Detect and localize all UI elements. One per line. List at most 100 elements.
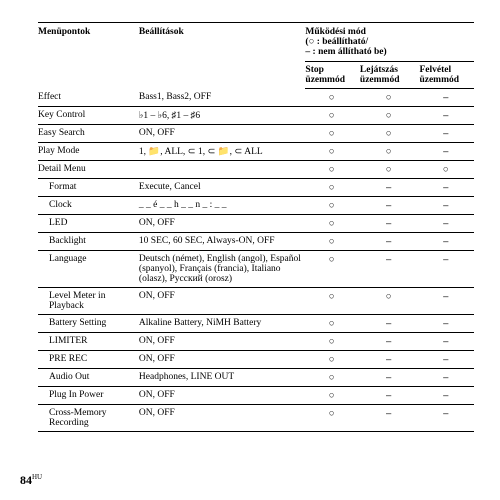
cell-setting: ♭1 – ♭6, ♯1 – ♯6 (139, 107, 306, 125)
cell-rec: – (419, 125, 474, 143)
settings-table: Menüpontok Beállítások Működési mód (○ :… (38, 22, 474, 432)
table-row: Level Meter in PlaybackON, OFF○○– (38, 288, 474, 315)
cell-stop: ○ (305, 143, 359, 161)
cell-rec: – (419, 143, 474, 161)
cell-play: ○ (360, 89, 420, 107)
cell-rec: – (419, 233, 474, 251)
cell-name: Clock (38, 197, 139, 215)
cell-name: Play Mode (38, 143, 139, 161)
table-row: LEDON, OFF○–– (38, 215, 474, 233)
cell-name: Format (38, 179, 139, 197)
header-mode: Működési mód (○ : beállítható/ – : nem á… (305, 23, 474, 62)
cell-setting: Execute, Cancel (139, 179, 306, 197)
cell-name: Detail Menu (38, 161, 139, 179)
header-settings: Beállítások (139, 23, 306, 89)
table-row: Play Mode1, 📁, ALL, ⊂ 1, ⊂ 📁, ⊂ ALL○○– (38, 143, 474, 161)
cell-stop: ○ (305, 315, 359, 333)
cell-stop: ○ (305, 233, 359, 251)
mode-title: Működési mód (305, 27, 365, 37)
cell-stop: ○ (305, 333, 359, 351)
table-row: EffectBass1, Bass2, OFF○○– (38, 89, 474, 107)
cell-rec: – (419, 89, 474, 107)
table-row: PRE RECON, OFF○–– (38, 351, 474, 369)
table-row: Backlight10 SEC, 60 SEC, Always-ON, OFF○… (38, 233, 474, 251)
cell-stop: ○ (305, 161, 359, 179)
cell-stop: ○ (305, 351, 359, 369)
table-row: FormatExecute, Cancel○–– (38, 179, 474, 197)
cell-rec: – (419, 315, 474, 333)
header-stop: Stop üzemmód (305, 62, 359, 89)
cell-stop: ○ (305, 197, 359, 215)
cell-stop: ○ (305, 369, 359, 387)
cell-setting (139, 161, 306, 179)
table-row: Audio OutHeadphones, LINE OUT○–– (38, 369, 474, 387)
cell-stop: ○ (305, 179, 359, 197)
cell-setting: ON, OFF (139, 215, 306, 233)
cell-name: Battery Setting (38, 315, 139, 333)
cell-setting: ON, OFF (139, 351, 306, 369)
cell-play: ○ (360, 288, 420, 315)
cell-rec: – (419, 251, 474, 288)
cell-rec: – (419, 333, 474, 351)
mode-legend2: – : nem állítható be) (305, 47, 386, 57)
cell-name: Audio Out (38, 369, 139, 387)
cell-stop: ○ (305, 288, 359, 315)
table-row: Key Control♭1 – ♭6, ♯1 – ♯6○○– (38, 107, 474, 125)
cell-play: – (360, 215, 420, 233)
cell-setting: 10 SEC, 60 SEC, Always-ON, OFF (139, 233, 306, 251)
cell-setting: ON, OFF (139, 333, 306, 351)
cell-play: – (360, 197, 420, 215)
cell-play: – (360, 251, 420, 288)
cell-stop: ○ (305, 125, 359, 143)
table-row: LanguageDeutsch (német), English (angol)… (38, 251, 474, 288)
cell-name: Effect (38, 89, 139, 107)
header-play: Lejátszás üzemmód (360, 62, 420, 89)
cell-setting: Deutsch (német), English (angol), Españo… (139, 251, 306, 288)
table-row: Battery SettingAlkaline Battery, NiMH Ba… (38, 315, 474, 333)
cell-play: ○ (360, 125, 420, 143)
cell-name: Key Control (38, 107, 139, 125)
cell-play: – (360, 369, 420, 387)
cell-setting: 1, 📁, ALL, ⊂ 1, ⊂ 📁, ⊂ ALL (139, 143, 306, 161)
cell-name: Easy Search (38, 125, 139, 143)
table-row: LIMITERON, OFF○–– (38, 333, 474, 351)
cell-stop: ○ (305, 89, 359, 107)
cell-rec: – (419, 405, 474, 432)
cell-rec: – (419, 197, 474, 215)
cell-name: LIMITER (38, 333, 139, 351)
cell-play: ○ (360, 161, 420, 179)
mode-legend1: (○ : beállítható/ (305, 37, 368, 47)
table-row: Plug In PowerON, OFF○–– (38, 387, 474, 405)
cell-rec: – (419, 288, 474, 315)
cell-rec: – (419, 351, 474, 369)
cell-name: Language (38, 251, 139, 288)
cell-play: ○ (360, 143, 420, 161)
cell-rec: – (419, 107, 474, 125)
table-row: Cross-Memory RecordingON, OFF○–– (38, 405, 474, 432)
cell-rec: ○ (419, 161, 474, 179)
cell-stop: ○ (305, 387, 359, 405)
table-row: Easy SearchON, OFF○○– (38, 125, 474, 143)
cell-setting: ON, OFF (139, 288, 306, 315)
cell-setting: Headphones, LINE OUT (139, 369, 306, 387)
table-row: Clock_ _ é _ _ h _ _ n _ : _ _○–– (38, 197, 474, 215)
cell-setting: ON, OFF (139, 387, 306, 405)
cell-name: Plug In Power (38, 387, 139, 405)
cell-play: – (360, 315, 420, 333)
cell-rec: – (419, 369, 474, 387)
cell-rec: – (419, 179, 474, 197)
cell-play: – (360, 405, 420, 432)
cell-name: Cross-Memory Recording (38, 405, 139, 432)
cell-name: PRE REC (38, 351, 139, 369)
cell-setting: Alkaline Battery, NiMH Battery (139, 315, 306, 333)
cell-rec: – (419, 215, 474, 233)
cell-play: – (360, 333, 420, 351)
cell-setting: ON, OFF (139, 405, 306, 432)
page-number: 84HU (20, 473, 42, 488)
cell-play: – (360, 179, 420, 197)
cell-play: – (360, 387, 420, 405)
table-row: Detail Menu○○○ (38, 161, 474, 179)
cell-play: – (360, 233, 420, 251)
cell-stop: ○ (305, 251, 359, 288)
cell-setting: ON, OFF (139, 125, 306, 143)
